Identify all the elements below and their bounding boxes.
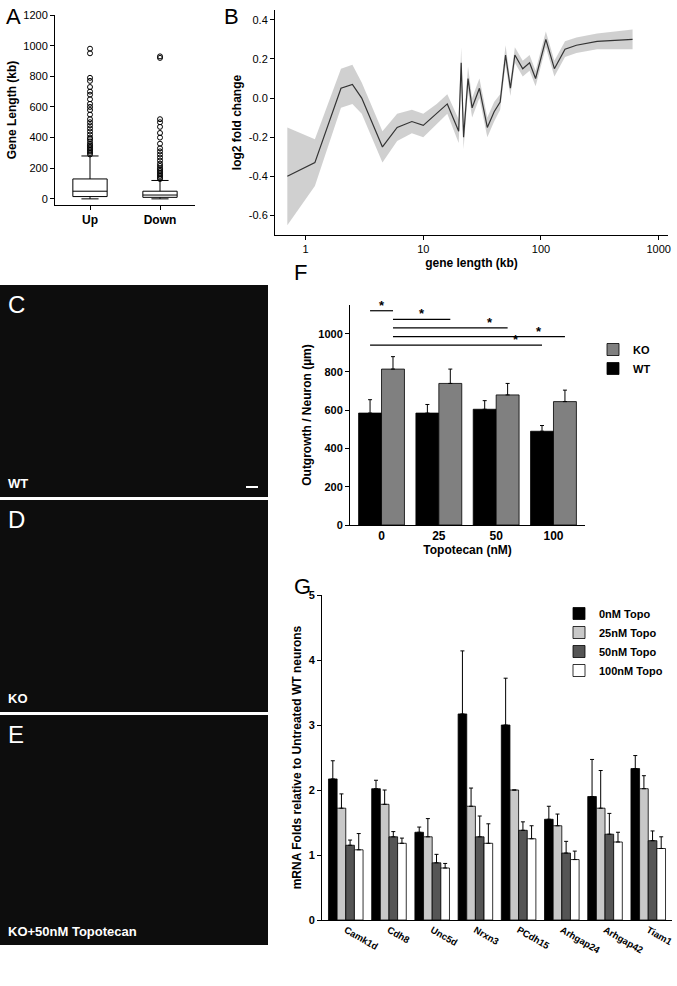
svg-text:1: 1 bbox=[302, 243, 308, 255]
svg-text:100: 100 bbox=[532, 243, 550, 255]
svg-text:0.4: 0.4 bbox=[253, 14, 268, 26]
svg-text:4: 4 bbox=[309, 654, 316, 666]
svg-text:25nM Topo: 25nM Topo bbox=[599, 627, 657, 639]
svg-text:Nrxn3: Nrxn3 bbox=[472, 924, 501, 947]
svg-text:800: 800 bbox=[29, 70, 47, 82]
svg-text:mRNA Folds relative to Untreat: mRNA Folds relative to Untreated WT neur… bbox=[290, 625, 304, 889]
svg-text:B: B bbox=[224, 4, 239, 29]
svg-text:E: E bbox=[8, 721, 24, 748]
svg-text:0: 0 bbox=[309, 914, 315, 926]
svg-text:400: 400 bbox=[324, 442, 342, 454]
svg-text:0nM Topo: 0nM Topo bbox=[599, 608, 650, 620]
svg-text:1: 1 bbox=[309, 849, 315, 861]
svg-text:Outgrowth / Neuron (µm): Outgrowth / Neuron (µm) bbox=[300, 344, 314, 486]
svg-text:10: 10 bbox=[417, 243, 429, 255]
svg-text:*: * bbox=[513, 332, 519, 347]
svg-text:KO+50nM Topotecan: KO+50nM Topotecan bbox=[8, 924, 137, 939]
svg-text:0: 0 bbox=[337, 519, 343, 531]
svg-text:1000: 1000 bbox=[646, 243, 670, 255]
svg-text:PCdh15: PCdh15 bbox=[515, 924, 552, 952]
svg-text:*: * bbox=[419, 306, 425, 321]
svg-text:Topotecan (nM): Topotecan (nM) bbox=[423, 543, 511, 557]
svg-text:F: F bbox=[294, 260, 307, 285]
svg-text:1000: 1000 bbox=[318, 328, 342, 340]
svg-text:0.0: 0.0 bbox=[253, 92, 268, 104]
svg-text:WT: WT bbox=[633, 363, 650, 375]
svg-text:*: * bbox=[379, 298, 385, 313]
svg-text:600: 600 bbox=[324, 404, 342, 416]
svg-text:1200: 1200 bbox=[23, 9, 47, 21]
svg-text:Gene Length (kb): Gene Length (kb) bbox=[5, 61, 19, 160]
svg-text:C: C bbox=[8, 291, 25, 318]
svg-text:*: * bbox=[487, 315, 493, 330]
svg-text:gene length (kb): gene length (kb) bbox=[425, 256, 518, 270]
svg-text:800: 800 bbox=[324, 366, 342, 378]
svg-text:-0.2: -0.2 bbox=[249, 131, 268, 143]
svg-text:Arhgap42: Arhgap42 bbox=[602, 924, 645, 955]
svg-text:200: 200 bbox=[29, 162, 47, 174]
svg-text:100nM Topo: 100nM Topo bbox=[599, 665, 663, 677]
svg-text:Up: Up bbox=[82, 213, 98, 227]
svg-text:KO: KO bbox=[8, 691, 28, 706]
svg-text:0.2: 0.2 bbox=[253, 53, 268, 65]
svg-text:2: 2 bbox=[309, 784, 315, 796]
svg-text:-0.6: -0.6 bbox=[249, 209, 268, 221]
svg-text:Cdh8: Cdh8 bbox=[386, 924, 412, 945]
svg-text:Down: Down bbox=[144, 213, 177, 227]
svg-text:Unc5d: Unc5d bbox=[429, 924, 460, 948]
svg-text:400: 400 bbox=[29, 131, 47, 143]
svg-text:1000: 1000 bbox=[23, 40, 47, 52]
svg-text:3: 3 bbox=[309, 719, 315, 731]
svg-text:50: 50 bbox=[489, 529, 503, 543]
svg-text:50nM Topo: 50nM Topo bbox=[599, 646, 657, 658]
svg-text:KO: KO bbox=[633, 344, 650, 356]
svg-text:A: A bbox=[6, 4, 21, 29]
svg-text:100: 100 bbox=[543, 529, 563, 543]
svg-text:Camk1d: Camk1d bbox=[342, 924, 380, 952]
svg-text:D: D bbox=[8, 506, 25, 533]
svg-text:Arhgap24: Arhgap24 bbox=[558, 924, 602, 956]
svg-text:0: 0 bbox=[378, 529, 385, 543]
svg-text:WT: WT bbox=[8, 476, 28, 491]
svg-text:*: * bbox=[536, 324, 542, 339]
svg-text:5: 5 bbox=[309, 589, 315, 601]
svg-text:25: 25 bbox=[432, 529, 446, 543]
svg-text:200: 200 bbox=[324, 481, 342, 493]
svg-text:600: 600 bbox=[29, 101, 47, 113]
svg-text:-0.4: -0.4 bbox=[249, 170, 268, 182]
svg-text:G: G bbox=[294, 574, 311, 599]
svg-text:0: 0 bbox=[42, 193, 48, 205]
svg-text:log2 fold change: log2 fold change bbox=[230, 75, 244, 171]
svg-text:Tiam1: Tiam1 bbox=[645, 924, 675, 948]
